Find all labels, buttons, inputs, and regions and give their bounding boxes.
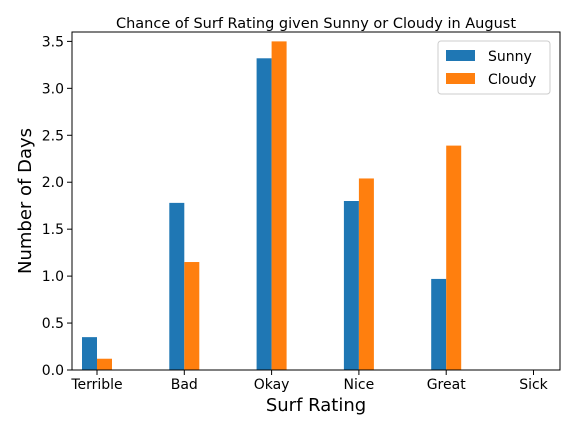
bar-cloudy-okay	[271, 41, 287, 371]
y-tick-label: 2.5	[42, 128, 64, 144]
bar-cloudy-nice	[358, 178, 374, 370]
plot-frame	[71, 31, 561, 371]
legend-label-sunny: Sunny	[488, 49, 532, 65]
x-tick-label: Bad	[171, 377, 198, 393]
y-tick-label: 0.5	[42, 316, 64, 332]
x-tick-label: Terrible	[70, 377, 122, 393]
bar-sunny-great	[431, 278, 447, 370]
legend-swatch-cloudy	[446, 73, 475, 84]
bars-group	[82, 41, 462, 371]
legend: Sunny Cloudy	[437, 40, 551, 95]
y-tick-label: 3.0	[42, 81, 64, 97]
y-tick-label: 3.5	[42, 34, 64, 50]
bar-cloudy-great	[446, 145, 462, 370]
bar-sunny-bad	[169, 202, 185, 370]
bar-sunny-terrible	[82, 337, 97, 370]
y-axis-label: Number of Days	[15, 128, 36, 274]
y-tick-label: 0.0	[42, 363, 64, 379]
y-tick-label: 1.5	[42, 222, 64, 238]
x-tick-label: Great	[427, 377, 466, 393]
x-ticks-group: Terrible Bad Okay Nice Great Sick	[70, 370, 549, 393]
legend-label-cloudy: Cloudy	[488, 72, 536, 88]
x-tick-label: Sick	[519, 377, 548, 393]
x-axis-label: Surf Rating	[266, 395, 366, 416]
bar-sunny-okay	[256, 58, 272, 371]
bar-cloudy-bad	[184, 262, 200, 370]
bar-sunny-nice	[343, 201, 359, 370]
y-tick-label: 2.0	[42, 175, 64, 191]
x-tick-label: Nice	[344, 377, 375, 393]
y-tick-label: 1.0	[42, 269, 64, 285]
legend-swatch-sunny	[446, 50, 475, 61]
x-tick-label: Okay	[254, 377, 290, 393]
chart-title: Chance of Surf Rating given Sunny or Clo…	[116, 16, 516, 32]
axes-group	[71, 31, 561, 371]
y-ticks-group: 0.0 0.5 1.0 1.5 2.0 2.5 3.0 3.5	[42, 34, 72, 379]
bar-cloudy-terrible	[97, 358, 112, 370]
